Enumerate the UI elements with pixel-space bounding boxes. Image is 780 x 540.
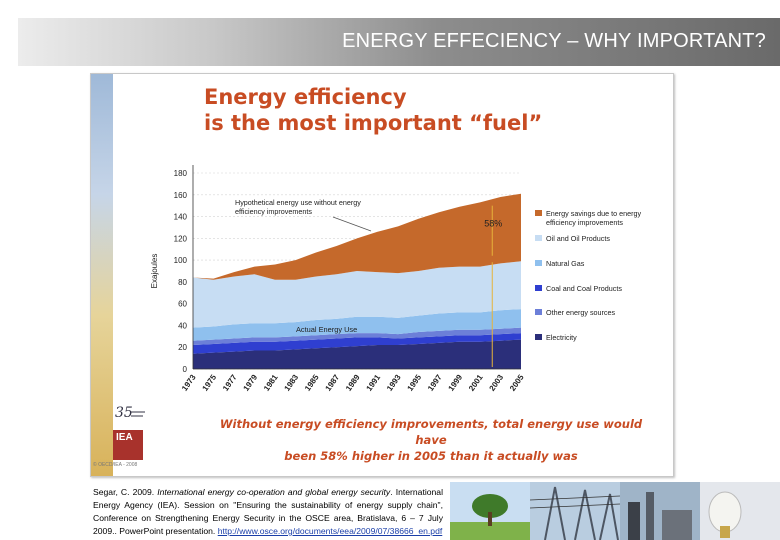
energy-photo-strip (450, 482, 780, 540)
x-tick-label: 1989 (344, 373, 362, 393)
y-tick-label: 100 (174, 256, 188, 265)
legend-swatch (535, 235, 542, 241)
legend-label: Oil and Oil Products (546, 234, 610, 243)
x-tick-label: 2005 (508, 373, 526, 393)
y-tick-label: 80 (178, 278, 187, 287)
slide-title-line-2: is the most important “fuel” (204, 111, 543, 135)
source-citation: Segar, C. 2009. International energy co-… (93, 486, 443, 538)
area-series-1 (193, 333, 521, 354)
x-tick-label: 1979 (242, 373, 260, 393)
annotation-pointer (332, 216, 372, 232)
iea-logo-icon: IEA (113, 430, 143, 460)
x-tick-label: 2001 (467, 373, 485, 393)
slide-title: Energy efficiency is the most important … (204, 84, 542, 136)
annotation-actual-energy: Actual Energy Use (296, 325, 357, 334)
x-tick-label: 1987 (324, 373, 342, 393)
legend-label: Electricity (546, 333, 577, 342)
legend-swatch (535, 210, 542, 216)
x-tick-label: 1997 (426, 373, 444, 393)
x-tick-label: 1973 (180, 373, 198, 393)
legend-swatch (535, 260, 542, 266)
chart-caption: Without energy efficiency improvements, … (211, 416, 651, 464)
y-axis-label: Exajoules (150, 254, 159, 289)
slide-credit: © OECD/IEA - 2008 (93, 462, 138, 468)
area-series-3 (193, 309, 521, 341)
legend-label: efficiency improvements (546, 218, 623, 227)
area-series-4 (193, 261, 521, 328)
slide-title-line-1: Energy efficiency (204, 85, 407, 109)
photo-light-bulb-image (700, 482, 780, 540)
area-series-0 (193, 339, 521, 369)
y-tick-label: 120 (174, 234, 188, 243)
y-tick-label: 0 (183, 365, 188, 374)
x-tick-label: 1991 (365, 373, 383, 393)
x-tick-label: 2003 (488, 373, 506, 393)
legend-label: Energy savings due to energy (546, 209, 642, 218)
y-tick-label: 160 (174, 191, 188, 200)
area-series-2 (193, 327, 521, 346)
caption-line-1: Without energy efficiency improvements, … (219, 417, 643, 447)
citation-title: International energy co-operation and gl… (157, 487, 391, 497)
annotation-58-percent: 58% (484, 218, 502, 228)
x-tick-label: 1993 (385, 373, 403, 393)
x-tick-label: 1995 (406, 373, 424, 393)
area-series-5 (193, 193, 521, 280)
annotation-hypothetical-line-1: Hypothetical energy use without energy (235, 198, 361, 207)
y-tick-label: 40 (178, 321, 187, 330)
page-title: ENERGY EFFECIENCY – WHY IMPORTANT? (342, 30, 766, 52)
caption-line-2: been 58% higher in 2005 than it actually… (284, 449, 578, 463)
x-tick-label: 1981 (262, 373, 280, 393)
photo-power-lines-image (529, 482, 621, 540)
x-tick-label: 1985 (303, 373, 321, 393)
citation-authors: Segar, C. 2009. (93, 487, 158, 497)
legend-swatch (535, 309, 542, 315)
legend-swatch (535, 334, 542, 340)
citation-details: . International Energy Agency (IEA). Ses… (93, 487, 443, 536)
legend-label: Other energy sources (546, 308, 616, 317)
legend-swatch (535, 285, 542, 291)
x-tick-label: 1983 (283, 373, 301, 393)
legend-label: Natural Gas (546, 259, 585, 268)
y-tick-label: 140 (174, 213, 188, 222)
annotation-hypothetical-line-2: efficiency improvements (235, 207, 312, 216)
x-tick-label: 1999 (447, 373, 465, 393)
organization-logo-icon: 35 (115, 405, 145, 421)
photo-tree-image (450, 482, 530, 540)
legend-label: Coal and Coal Products (546, 284, 622, 293)
y-tick-label: 180 (174, 169, 188, 178)
embedded-slide: Energy efficiency is the most important … (90, 73, 674, 477)
photo-industrial-image (620, 482, 700, 540)
citation-link[interactable]: http://www.osce.org/documents/eea/2009/0… (217, 526, 443, 536)
x-tick-label: 1975 (201, 373, 219, 393)
y-tick-label: 20 (178, 343, 187, 352)
svg-text:35: 35 (115, 405, 133, 421)
x-tick-label: 1977 (221, 373, 239, 393)
slide-side-strip (91, 74, 113, 476)
title-banner: ENERGY EFFECIENCY – WHY IMPORTANT? (18, 18, 780, 66)
y-tick-label: 60 (178, 300, 187, 309)
